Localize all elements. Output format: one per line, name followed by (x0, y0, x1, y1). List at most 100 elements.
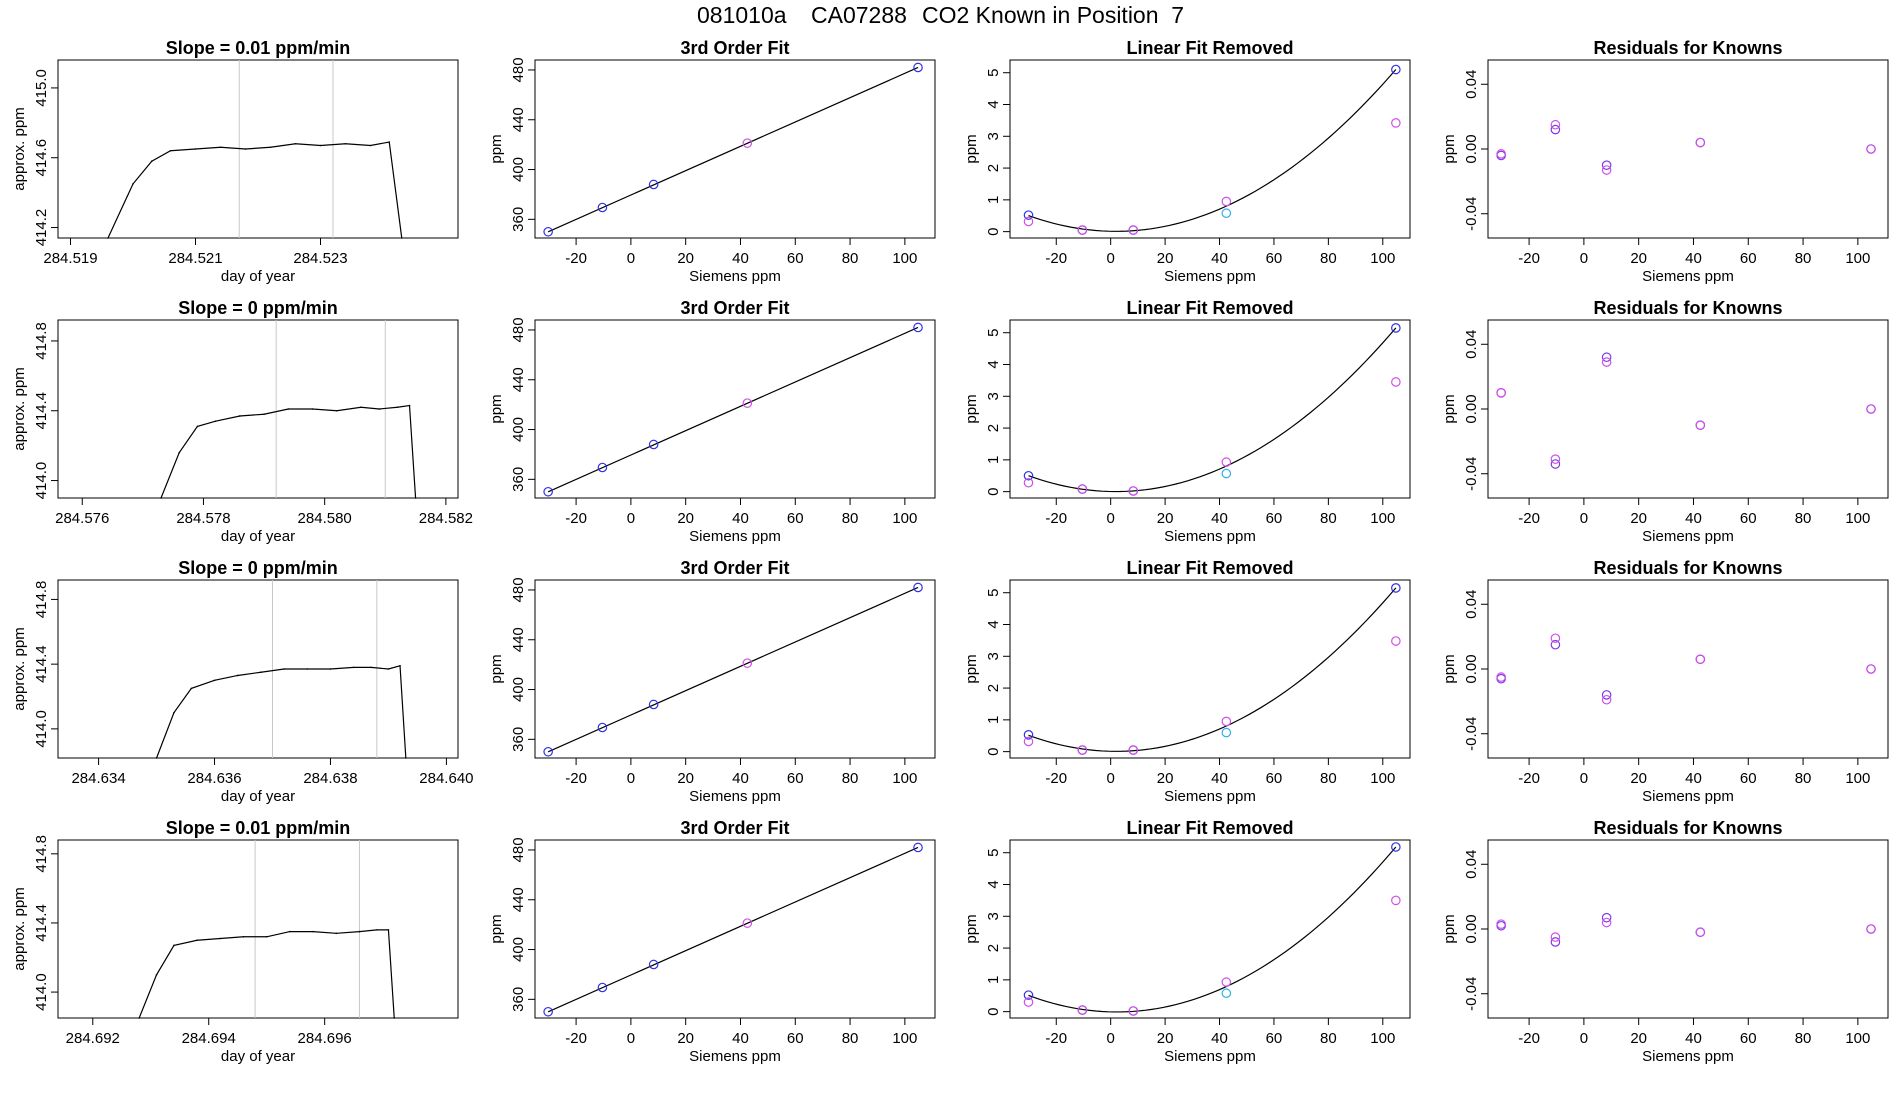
data-point-magenta (1128, 1006, 1139, 1016)
y-axis-label: approx. ppm (11, 107, 28, 190)
x-axis-label: day of year (221, 1048, 295, 1065)
y-axis-label: ppm (963, 134, 980, 163)
y-tick-label: 414.2 (33, 209, 50, 247)
x-tick-label: 0 (1580, 1030, 1588, 1047)
x-axis-label: Siemens ppm (1164, 1048, 1256, 1065)
x-tick-label: 0 (1107, 770, 1115, 787)
y-axis-label: ppm (963, 654, 980, 683)
x-axis-label: Siemens ppm (1164, 788, 1256, 805)
data-point-magenta (1221, 196, 1232, 207)
x-tick-label: -20 (1518, 510, 1540, 527)
y-axis-label: ppm (1441, 134, 1458, 163)
y-tick-label: 480 (510, 57, 527, 82)
x-tick-label: 80 (1320, 250, 1337, 267)
y-tick-label: 0 (985, 1007, 1002, 1015)
x-tick-label: -20 (1045, 1030, 1067, 1047)
x-tick-label: 284.523 (293, 250, 347, 267)
panel-fit (528, 59, 936, 245)
x-axis-label: Siemens ppm (1642, 788, 1734, 805)
plot-frame (1487, 319, 1889, 499)
y-tick-label: 1 (985, 456, 1002, 464)
data-point-blue (543, 746, 553, 757)
panel-fit (528, 319, 936, 505)
data-point-magenta (1128, 745, 1139, 755)
fit-line (547, 586, 919, 753)
trace-point (405, 757, 407, 759)
x-axis-label: Siemens ppm (1642, 268, 1734, 285)
panel-raw-trace (51, 59, 459, 245)
data-point-magenta (1077, 1005, 1088, 1015)
data-point-magenta (1695, 137, 1706, 148)
data-point-purple (1550, 124, 1561, 135)
x-tick-label: 80 (1795, 770, 1812, 787)
x-tick-label: 20 (1157, 1030, 1174, 1047)
y-tick-label: 5 (985, 329, 1002, 337)
x-tick-label: 284.640 (419, 770, 473, 787)
trace-point (263, 413, 265, 416)
x-tick-label: 60 (1266, 1030, 1283, 1047)
x-tick-label: 80 (1320, 510, 1337, 527)
data-point-magenta (1496, 388, 1506, 398)
trace-point (387, 668, 390, 670)
x-tick-label: 20 (1157, 770, 1174, 787)
panel-residuals (1481, 319, 1889, 505)
data-point-magenta (1601, 357, 1612, 367)
x-tick-label: 80 (842, 510, 859, 527)
y-tick-label: 400 (510, 677, 527, 702)
data-point-blue (913, 322, 923, 333)
y-tick-label: 400 (510, 417, 527, 442)
data-point-magenta (1023, 736, 1034, 747)
x-tick-label: 20 (677, 510, 694, 527)
data-point-blue (1391, 583, 1401, 593)
trace-point (196, 939, 198, 942)
x-tick-label: 40 (1211, 510, 1228, 527)
x-tick-label: 40 (732, 770, 749, 787)
plot-frame (534, 579, 936, 759)
data-point-magenta (1601, 694, 1612, 705)
trace-point (283, 668, 285, 670)
y-tick-label: -0.04 (1463, 197, 1480, 231)
data-point-purple (1601, 352, 1612, 363)
trace-point (173, 944, 175, 947)
trace-point (173, 711, 175, 714)
x-tick-label: 0 (627, 510, 635, 527)
data-point-magenta (1695, 420, 1706, 430)
data-point-blue (913, 62, 923, 73)
data-point-magenta (742, 398, 753, 408)
x-tick-label: 100 (1370, 250, 1395, 267)
trace-point (360, 406, 362, 409)
x-tick-label: 284.576 (55, 510, 109, 527)
y-tick-label: 360 (510, 207, 527, 232)
panel-title: 3rd Order Fit (680, 818, 789, 838)
y-tick-label: 414.8 (33, 581, 50, 619)
data-point-blue (648, 439, 659, 450)
x-axis-label: Siemens ppm (1642, 1048, 1734, 1065)
x-tick-label: 80 (842, 770, 859, 787)
x-tick-label: 80 (842, 1030, 859, 1047)
trace-point (393, 1017, 396, 1019)
y-tick-label: 0.04 (1463, 590, 1480, 619)
fit-line (547, 846, 919, 1013)
x-tick-label: 20 (677, 1030, 694, 1047)
x-tick-label: 60 (787, 510, 804, 527)
trace-point (399, 664, 401, 667)
x-tick-label: -20 (1045, 250, 1067, 267)
trace-point (396, 406, 399, 409)
panel-title: Linear Fit Removed (1126, 558, 1293, 578)
x-axis-label: Siemens ppm (689, 528, 781, 545)
data-point-magenta (1128, 225, 1139, 235)
data-point-magenta (1866, 144, 1876, 154)
trace-point (388, 141, 391, 143)
trace-point (178, 451, 181, 454)
trace-point (265, 935, 268, 938)
data-point-magenta (742, 658, 753, 668)
y-tick-label: 360 (510, 987, 527, 1012)
panel-title: 3rd Order Fit (680, 298, 789, 318)
panel-residuals (1481, 59, 1889, 245)
panel-nonlinear (1003, 839, 1411, 1025)
fit-curve (1028, 587, 1397, 752)
trace-point (306, 668, 309, 670)
y-axis-label: ppm (488, 134, 505, 163)
panel-title: Linear Fit Removed (1126, 298, 1293, 318)
panel-title: Residuals for Knowns (1593, 558, 1782, 578)
